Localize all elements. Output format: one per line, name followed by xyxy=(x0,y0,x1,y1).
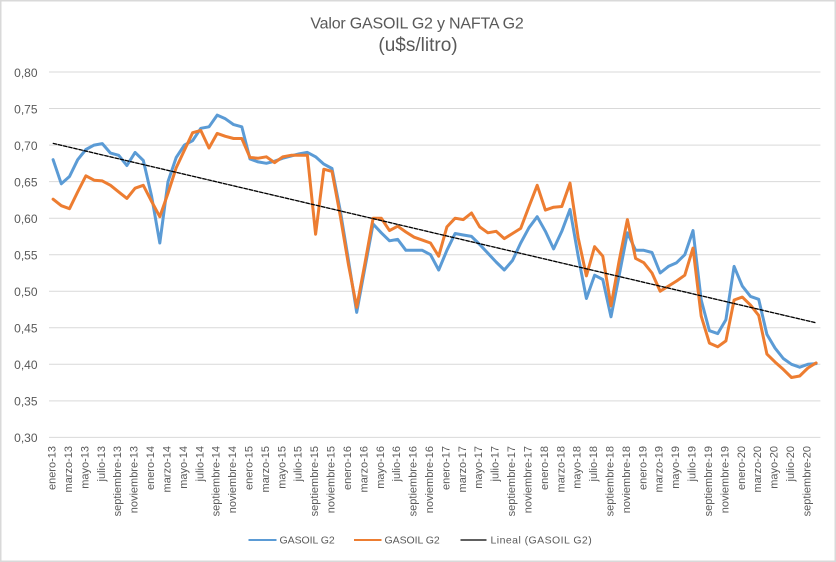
svg-text:GASOIL G2: GASOIL G2 xyxy=(280,535,335,547)
svg-text:julio-18: julio-18 xyxy=(588,446,600,482)
svg-text:Valor GASOIL G2 y NAFTA G2: Valor GASOIL G2 y NAFTA G2 xyxy=(310,15,524,32)
svg-text:julio-15: julio-15 xyxy=(293,446,305,482)
svg-text:septiembre-13: septiembre-13 xyxy=(112,446,124,516)
svg-text:0,65: 0,65 xyxy=(14,175,38,189)
svg-text:enero-15: enero-15 xyxy=(244,446,256,490)
svg-text:enero-20: enero-20 xyxy=(736,446,748,490)
svg-text:marzo-19: marzo-19 xyxy=(654,446,666,492)
svg-text:0,55: 0,55 xyxy=(14,249,38,263)
svg-text:noviembre-15: noviembre-15 xyxy=(326,446,338,513)
svg-text:mayo-20: mayo-20 xyxy=(769,446,781,489)
svg-text:marzo-17: marzo-17 xyxy=(457,446,469,492)
svg-text:mayo-14: mayo-14 xyxy=(178,446,190,489)
svg-text:mayo-18: mayo-18 xyxy=(572,446,584,489)
svg-text:julio-17: julio-17 xyxy=(490,446,502,482)
svg-text:julio-13: julio-13 xyxy=(96,446,108,482)
svg-text:enero-17: enero-17 xyxy=(440,446,452,490)
svg-text:noviembre-16: noviembre-16 xyxy=(424,446,436,513)
svg-text:mayo-15: mayo-15 xyxy=(276,446,288,489)
svg-text:enero-13: enero-13 xyxy=(47,446,59,490)
svg-text:noviembre-19: noviembre-19 xyxy=(719,446,731,513)
svg-text:mayo-17: mayo-17 xyxy=(473,446,485,489)
svg-text:marzo-15: marzo-15 xyxy=(260,446,272,492)
svg-text:marzo-18: marzo-18 xyxy=(555,446,567,492)
svg-text:julio-16: julio-16 xyxy=(391,446,403,482)
svg-text:0,40: 0,40 xyxy=(14,358,38,372)
svg-text:mayo-13: mayo-13 xyxy=(79,446,91,489)
svg-text:noviembre-17: noviembre-17 xyxy=(523,446,535,513)
svg-text:julio-19: julio-19 xyxy=(687,446,699,482)
svg-text:noviembre-13: noviembre-13 xyxy=(129,446,141,513)
svg-text:0,30: 0,30 xyxy=(14,431,38,445)
svg-text:(u$s/litro): (u$s/litro) xyxy=(378,35,457,56)
svg-text:0,60: 0,60 xyxy=(14,212,38,226)
svg-text:enero-18: enero-18 xyxy=(539,446,551,490)
svg-text:septiembre-14: septiembre-14 xyxy=(211,446,223,516)
svg-text:mayo-19: mayo-19 xyxy=(670,446,682,489)
svg-text:julio-20: julio-20 xyxy=(785,446,797,482)
svg-text:marzo-13: marzo-13 xyxy=(63,446,75,492)
svg-text:septiembre-18: septiembre-18 xyxy=(605,446,617,516)
svg-text:GASOIL G2: GASOIL G2 xyxy=(385,535,440,547)
svg-text:mayo-16: mayo-16 xyxy=(375,446,387,489)
svg-text:septiembre-19: septiembre-19 xyxy=(703,446,715,516)
svg-text:0,70: 0,70 xyxy=(14,139,38,153)
svg-text:noviembre-14: noviembre-14 xyxy=(227,446,239,513)
svg-text:0,80: 0,80 xyxy=(14,66,38,80)
svg-text:0,45: 0,45 xyxy=(14,322,38,336)
svg-text:enero-16: enero-16 xyxy=(342,446,354,490)
svg-text:septiembre-20: septiembre-20 xyxy=(801,446,813,516)
svg-text:septiembre-17: septiembre-17 xyxy=(506,446,518,516)
svg-text:marzo-20: marzo-20 xyxy=(752,446,764,492)
svg-text:julio-14: julio-14 xyxy=(194,446,206,482)
svg-text:marzo-16: marzo-16 xyxy=(358,446,370,492)
svg-text:noviembre-18: noviembre-18 xyxy=(621,446,633,513)
svg-text:0,35: 0,35 xyxy=(14,395,38,409)
svg-text:septiembre-16: septiembre-16 xyxy=(408,446,420,516)
svg-text:0,75: 0,75 xyxy=(14,102,38,116)
svg-text:septiembre-15: septiembre-15 xyxy=(309,446,321,516)
svg-text:Lineal (GASOIL G2): Lineal (GASOIL G2) xyxy=(491,535,593,547)
svg-text:enero-14: enero-14 xyxy=(145,446,157,490)
svg-text:enero-19: enero-19 xyxy=(637,446,649,490)
svg-text:marzo-14: marzo-14 xyxy=(162,446,174,492)
svg-text:0,50: 0,50 xyxy=(14,285,38,299)
